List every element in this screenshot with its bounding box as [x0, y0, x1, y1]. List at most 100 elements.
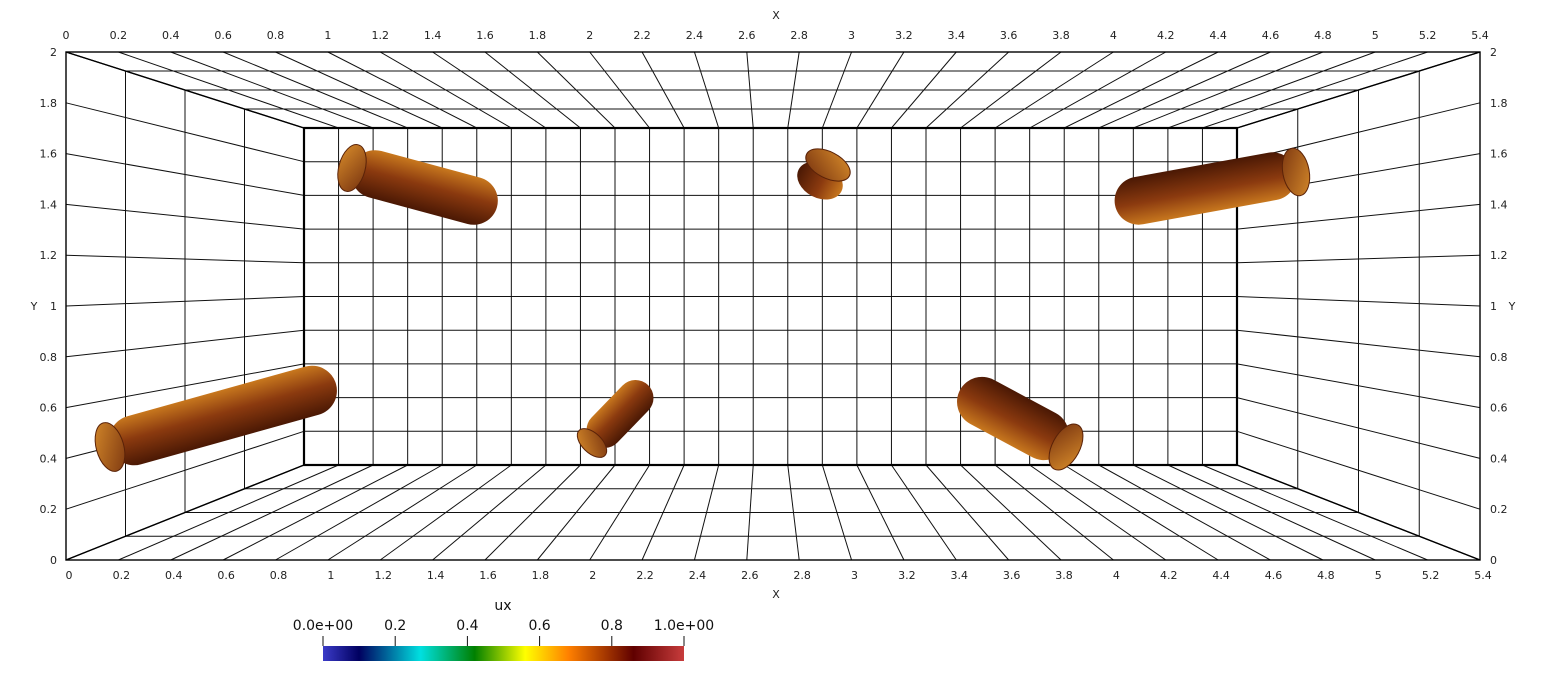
fiber-body [109, 365, 337, 466]
x-tick-label-bottom: 0.2 [113, 569, 131, 582]
fiber-body [351, 150, 498, 225]
y-tick-label-right: 1.4 [1490, 198, 1508, 211]
grid-left-y [65, 254, 305, 264]
x-tick-label-bottom: 4.8 [1317, 569, 1335, 582]
y-tick-label-left: 2 [50, 46, 57, 59]
x-tick-label-bottom: 5.2 [1422, 569, 1440, 582]
corner-edge [65, 51, 305, 129]
y-tick-label-left: 0.2 [40, 503, 58, 516]
grid-left-y [65, 430, 305, 510]
grid-left-y [65, 329, 305, 358]
grid-left-y [65, 203, 305, 230]
y-tick-label-right: 1 [1490, 300, 1497, 313]
x-tick-label-top: 2.2 [633, 29, 651, 42]
x-tick-label-top: 3.6 [1000, 29, 1018, 42]
x-tick-label-bottom: 2.8 [793, 569, 811, 582]
colorbar-tick-label: 1.0e+00 [654, 618, 714, 634]
back-face-edge [302, 126, 1239, 467]
x-tick-label-top: 4 [1110, 29, 1117, 42]
x-tick-label-top: 1.8 [529, 29, 547, 42]
x-tick-label-bottom: 2.2 [636, 569, 654, 582]
colorbar-tick-label: 0.8 [601, 618, 623, 634]
y-tick-label-right: 0.6 [1490, 402, 1508, 415]
y-tick-label-right: 1.8 [1490, 97, 1508, 110]
y-tick-label-left: 1 [50, 300, 57, 313]
x-tick-label-top: 0.2 [110, 29, 128, 42]
fiber-cap [1048, 423, 1084, 471]
x-tick-label-top: 5.2 [1419, 29, 1437, 42]
x-tick-label-top: 4.4 [1209, 29, 1227, 42]
fiber-top-right [1114, 147, 1311, 225]
x-tick-label-bottom: 1.6 [479, 569, 497, 582]
x-tick-label-bottom: 0.8 [270, 569, 288, 582]
x-tick-label-top: 4.2 [1157, 29, 1175, 42]
grid-right-y [1236, 329, 1481, 358]
x-tick-label-top: 4.6 [1262, 29, 1280, 42]
x-tick-label-top: 1.2 [371, 29, 389, 42]
x-tick-label-bottom: 2.4 [689, 569, 707, 582]
x-tick-label-top: 0.4 [162, 29, 180, 42]
fiber-bottom-left [94, 365, 337, 472]
grid-right-y [1236, 254, 1481, 264]
grid-right-y [1236, 430, 1481, 510]
x-tick-label-bottom: 5.4 [1474, 569, 1492, 582]
x-tick-label-bottom: 0.4 [165, 569, 183, 582]
x-tick-label-top: 2 [586, 29, 593, 42]
grid-right-y [1236, 363, 1481, 409]
x-tick-label-top: 0 [63, 29, 70, 42]
y-tick-label-left: 1.4 [40, 198, 58, 211]
y-tick-label-left: 0 [50, 554, 57, 567]
y-tick-label-right: 2 [1490, 46, 1497, 59]
y-tick-label-right: 0.4 [1490, 452, 1508, 465]
grid-left-y [65, 102, 305, 163]
x-tick-label-top: 1 [324, 29, 331, 42]
grid-left-y [65, 363, 305, 409]
bounding-box [65, 51, 1481, 561]
grid-right-y [1236, 102, 1481, 163]
y-tick-label-right: 1.6 [1490, 148, 1508, 161]
fiber-bottom-center [576, 379, 654, 458]
front-face-edge [65, 51, 1481, 561]
fiber-body [957, 376, 1069, 461]
x-tick-label-top: 2.4 [686, 29, 704, 42]
x-tick-label-bottom: 3 [851, 569, 858, 582]
x-tick-label-bottom: 0.6 [217, 569, 235, 582]
fibers [94, 144, 1311, 472]
fiber-top-center [797, 148, 851, 200]
x-tick-label-bottom: 3.2 [898, 569, 916, 582]
y-axis-left: 0 0.2 0.4 0.6 0.8 1 1.2 1.4 1.6 1.8 2 [40, 46, 58, 567]
colorbar-tick-label: 0.2 [384, 618, 406, 634]
y-tick-label-left: 1.8 [40, 97, 58, 110]
colorbar-gradient [323, 646, 684, 661]
grid-right-y [1236, 203, 1481, 230]
x-tick-label-bottom: 1.8 [532, 569, 550, 582]
corner-edge [1236, 51, 1481, 129]
x-axis-title-bottom: X [772, 588, 780, 601]
fiber-cap [805, 148, 851, 182]
fiber-bottom-right [957, 376, 1084, 471]
x-tick-label-bottom: 2.6 [741, 569, 759, 582]
fiber-body [1114, 152, 1297, 225]
x-axis-bottom: 0 0.2 0.4 0.6 0.8 1 1.2 1.4 1.6 1.8 2 2.2 2.4 2.6 2.8 3… [66, 569, 1492, 582]
y-axis-right: 0 0.2 0.4 0.6 0.8 1 1.2 1.4 1.6 1.8 2 [1490, 46, 1508, 567]
grid-right-y [1236, 397, 1481, 459]
x-tick-label-top: 3 [848, 29, 855, 42]
x-tick-label-top: 0.8 [267, 29, 285, 42]
colorbar-tick-label: 0.6 [528, 618, 550, 634]
fiber-body [586, 379, 654, 449]
x-tick-label-top: 0.6 [214, 29, 232, 42]
y-tick-label-right: 0.2 [1490, 503, 1508, 516]
x-tick-label-top: 2.6 [738, 29, 756, 42]
x-tick-label-top: 4.8 [1314, 29, 1332, 42]
grid-left-y [65, 296, 305, 307]
y-tick-label-left: 1.2 [40, 249, 58, 262]
x-tick-label-top: 2.8 [790, 29, 808, 42]
y-tick-label-right: 0.8 [1490, 351, 1508, 364]
grid-right-y [1236, 296, 1481, 307]
x-tick-label-top: 5 [1372, 29, 1379, 42]
x-axis-top: 0 0.2 0.4 0.6 0.8 1 1.2 1.4 1.6 1.8 2 2.2 2.4 2.6 2.8 3… [63, 29, 1489, 42]
x-tick-label-bottom: 3.8 [1055, 569, 1073, 582]
x-tick-label-bottom: 1.4 [427, 569, 445, 582]
x-tick-label-top: 1.4 [424, 29, 442, 42]
